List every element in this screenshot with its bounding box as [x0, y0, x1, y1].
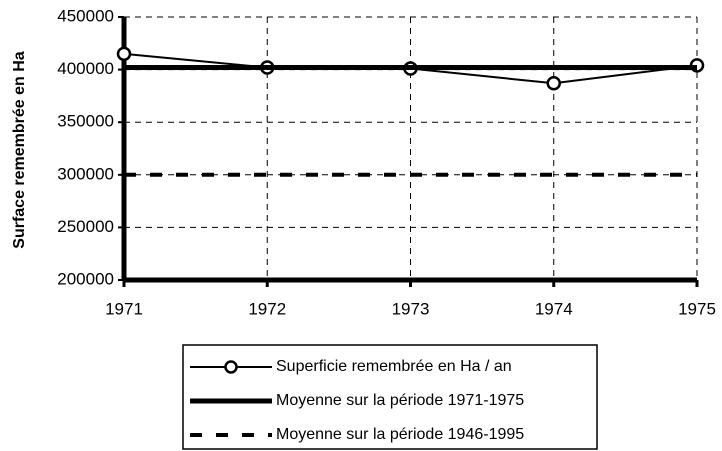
- y-tick-label: 450000: [57, 6, 114, 25]
- x-tick-label: 1971: [105, 299, 143, 318]
- y-tick-label: 200000: [57, 269, 114, 288]
- data-point: [546, 76, 561, 91]
- x-tick-label: 1975: [678, 299, 716, 318]
- y-tick-label: 400000: [57, 59, 114, 78]
- legend-label: Moyenne sur la période 1971-1975: [276, 392, 524, 409]
- x-tick-label: 1973: [392, 299, 430, 318]
- legend-label: Superficie remembrée en Ha / an: [276, 358, 512, 375]
- y-tick-label: 250000: [57, 217, 114, 236]
- x-tick-label: 1972: [248, 299, 286, 318]
- legend-box: [182, 344, 598, 450]
- data-point: [116, 46, 132, 62]
- legend-marker: [224, 360, 238, 374]
- x-tick-label: 1974: [535, 299, 573, 318]
- y-axis-label: Surface remembrée en Ha: [11, 51, 28, 249]
- legend-label: Moyenne sur la période 1946-1995: [276, 426, 524, 443]
- y-tick-label: 350000: [57, 112, 114, 131]
- y-tick-label: 300000: [57, 164, 114, 183]
